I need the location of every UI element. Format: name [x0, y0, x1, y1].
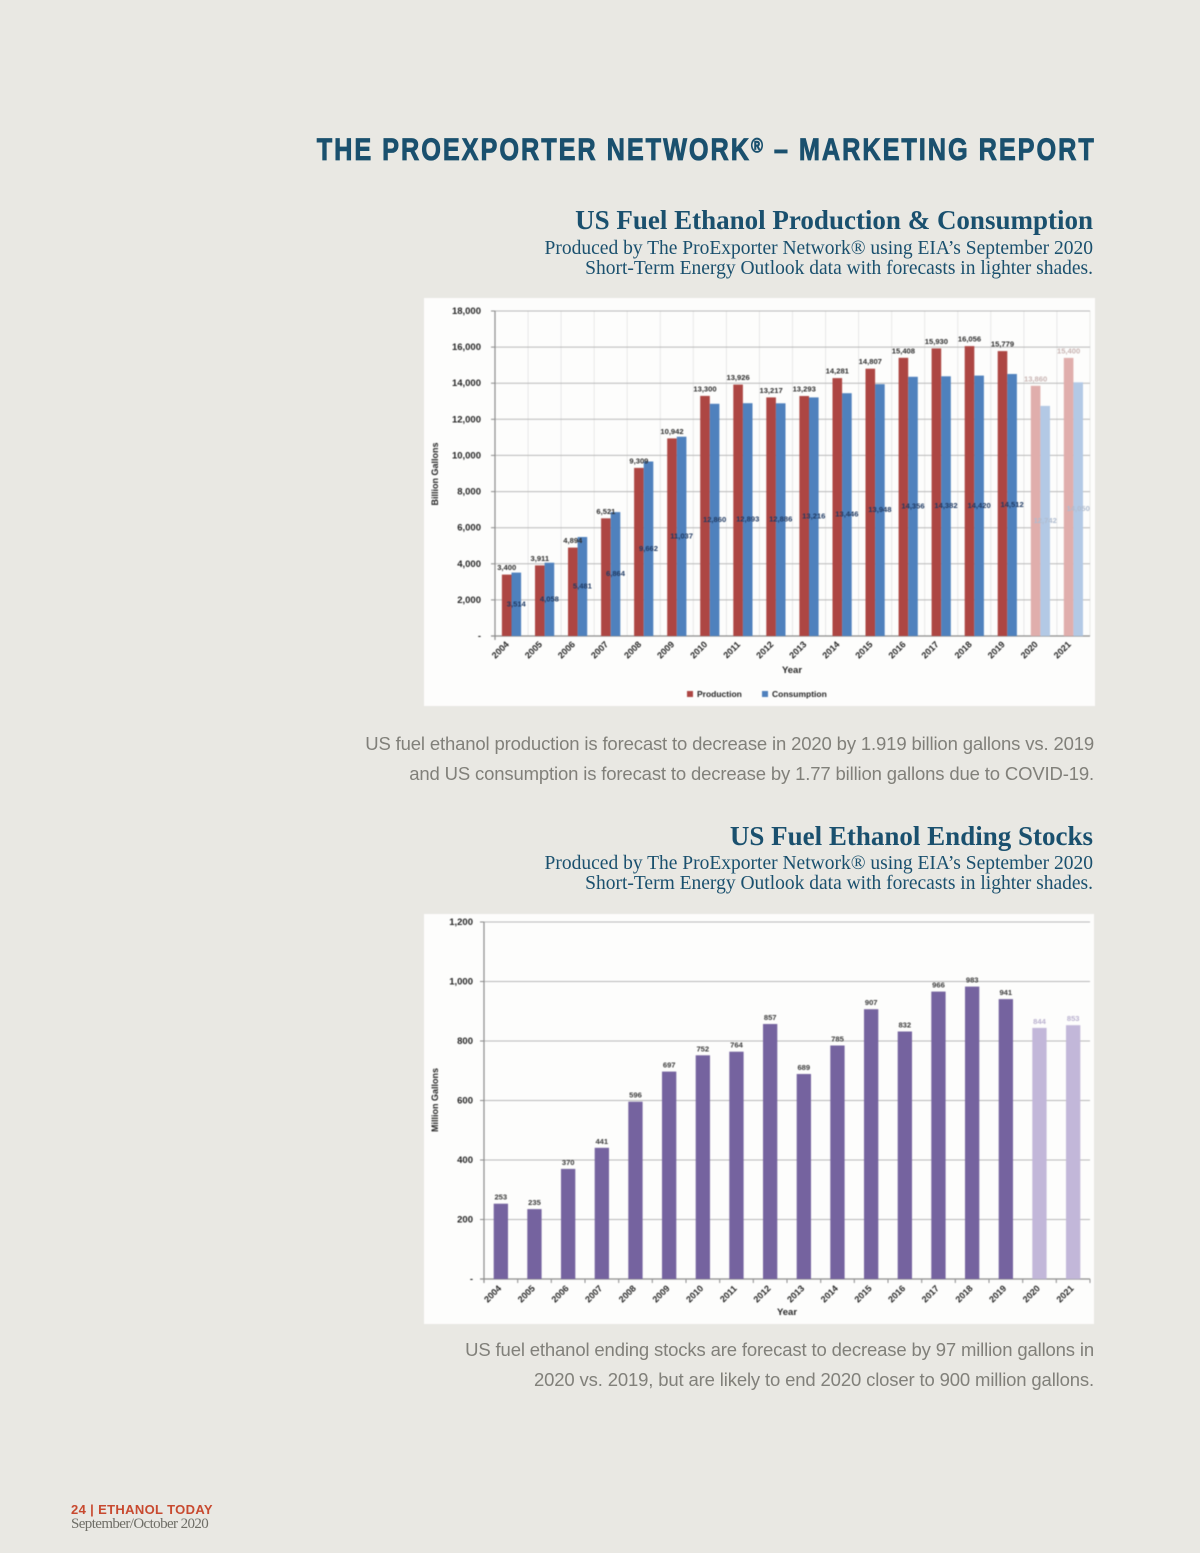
svg-text:785: 785	[831, 1035, 844, 1044]
svg-text:16,000: 16,000	[452, 342, 481, 353]
svg-text:13,216: 13,216	[802, 512, 825, 521]
svg-text:941: 941	[999, 988, 1012, 997]
svg-text:907: 907	[865, 998, 878, 1007]
svg-text:14,000: 14,000	[452, 378, 481, 389]
svg-text:14,281: 14,281	[826, 367, 850, 376]
svg-text:14,807: 14,807	[859, 357, 882, 366]
svg-text:697: 697	[663, 1061, 676, 1070]
svg-text:13,293: 13,293	[793, 385, 816, 394]
svg-text:14,356: 14,356	[901, 501, 924, 510]
svg-text:14,512: 14,512	[1000, 500, 1023, 509]
svg-text:800: 800	[457, 1036, 473, 1047]
svg-text:10,000: 10,000	[452, 450, 481, 461]
svg-text:2,000: 2,000	[457, 595, 481, 606]
svg-text:12,742: 12,742	[1034, 516, 1057, 525]
svg-text:857: 857	[764, 1013, 777, 1022]
svg-text:596: 596	[629, 1091, 642, 1100]
svg-text:1,200: 1,200	[449, 917, 473, 928]
svg-text:6,864: 6,864	[606, 569, 626, 578]
svg-text:9,662: 9,662	[639, 544, 658, 553]
svg-text:253: 253	[494, 1193, 507, 1202]
svg-text:13,926: 13,926	[726, 373, 749, 382]
svg-text:14,382: 14,382	[934, 501, 957, 510]
svg-text:200: 200	[457, 1215, 473, 1226]
svg-text:752: 752	[696, 1044, 709, 1053]
svg-text:-: -	[470, 1274, 473, 1285]
svg-text:11,037: 11,037	[670, 531, 693, 540]
svg-text:13,860: 13,860	[1024, 374, 1047, 383]
svg-text:9,309: 9,309	[629, 456, 648, 465]
svg-text:689: 689	[797, 1063, 810, 1072]
svg-text:13,948: 13,948	[868, 505, 891, 514]
svg-text:4,058: 4,058	[540, 594, 559, 603]
svg-text:14,050: 14,050	[1067, 504, 1090, 513]
svg-text:600: 600	[457, 1096, 473, 1107]
svg-text:16,056: 16,056	[958, 335, 981, 344]
svg-text:983: 983	[966, 976, 979, 985]
svg-text:10,942: 10,942	[660, 427, 683, 436]
svg-text:12,860: 12,860	[703, 515, 726, 524]
svg-text:-: -	[478, 631, 481, 642]
svg-text:15,408: 15,408	[892, 346, 915, 355]
svg-text:853: 853	[1067, 1014, 1080, 1023]
svg-text:6,521: 6,521	[596, 507, 616, 516]
svg-text:Year: Year	[777, 1307, 797, 1318]
svg-text:3,514: 3,514	[507, 599, 527, 608]
svg-text:370: 370	[562, 1158, 575, 1167]
svg-text:3,400: 3,400	[497, 563, 516, 572]
svg-text:13,446: 13,446	[835, 510, 858, 519]
svg-text:5,481: 5,481	[573, 582, 593, 591]
svg-text:14,420: 14,420	[967, 501, 990, 510]
svg-text:Consumption: Consumption	[772, 689, 827, 699]
svg-text:3,911: 3,911	[531, 554, 550, 563]
svg-text:441: 441	[595, 1137, 608, 1146]
svg-text:400: 400	[457, 1155, 473, 1166]
svg-text:844: 844	[1033, 1017, 1046, 1026]
svg-text:Year: Year	[782, 665, 802, 676]
svg-text:13,217: 13,217	[759, 386, 782, 395]
svg-text:1,000: 1,000	[449, 977, 473, 988]
svg-text:Production: Production	[697, 689, 742, 699]
svg-text:Billion Gallons: Billion Gallons	[430, 442, 440, 505]
svg-text:4,000: 4,000	[457, 559, 481, 570]
svg-text:966: 966	[932, 981, 945, 990]
svg-text:13,300: 13,300	[693, 384, 716, 393]
svg-text:12,886: 12,886	[769, 515, 792, 524]
svg-text:4,894: 4,894	[563, 536, 583, 545]
svg-text:18,000: 18,000	[452, 306, 481, 317]
svg-text:12,893: 12,893	[736, 515, 759, 524]
svg-text:8,000: 8,000	[457, 487, 481, 498]
svg-text:235: 235	[528, 1198, 541, 1207]
svg-text:832: 832	[898, 1021, 911, 1030]
svg-text:12,000: 12,000	[452, 414, 481, 425]
svg-text:764: 764	[730, 1041, 743, 1050]
svg-text:Million Gallons: Million Gallons	[430, 1068, 440, 1132]
svg-text:15,930: 15,930	[925, 337, 948, 346]
svg-text:15,779: 15,779	[991, 340, 1014, 349]
svg-text:15,400: 15,400	[1057, 346, 1080, 355]
svg-text:6,000: 6,000	[457, 523, 481, 534]
